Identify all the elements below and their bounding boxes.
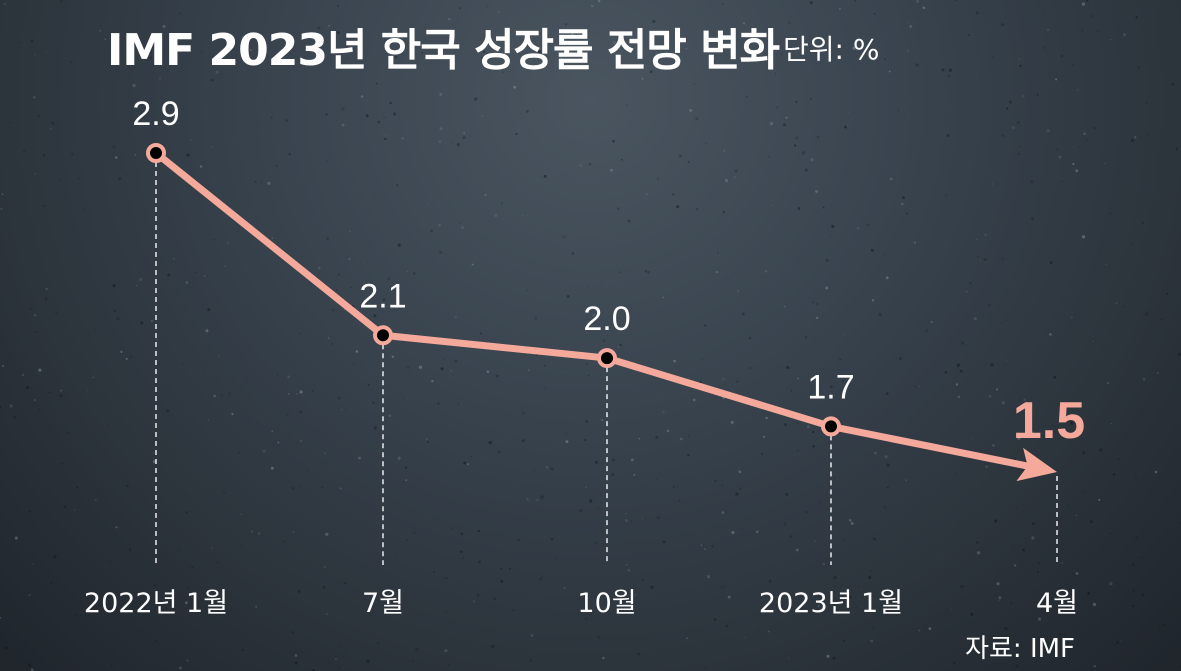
x-tick-label: 4월 xyxy=(1036,588,1078,619)
data-label: 1.7 xyxy=(807,368,854,406)
unit-label: 단위: % xyxy=(783,33,880,66)
data-label: 2.0 xyxy=(583,300,630,338)
data-label: 2.9 xyxy=(132,95,179,133)
data-point xyxy=(146,143,166,163)
data-point xyxy=(373,325,393,346)
x-tick-label: 7월 xyxy=(362,588,404,619)
series-arrowhead xyxy=(1016,447,1057,482)
x-tick-label: 2022년 1월 xyxy=(84,588,228,619)
x-tick-label: 10월 xyxy=(577,588,636,619)
data-point xyxy=(821,416,841,437)
data-label: 1.5 xyxy=(1013,392,1085,450)
data-point xyxy=(597,348,617,369)
x-tick-label: 2023년 1월 xyxy=(759,588,903,619)
data-label: 2.1 xyxy=(359,277,406,315)
chart-title: IMF 2023년 한국 성장률 전망 변화 xyxy=(107,25,780,76)
source-label: 자료: IMF xyxy=(965,634,1075,664)
